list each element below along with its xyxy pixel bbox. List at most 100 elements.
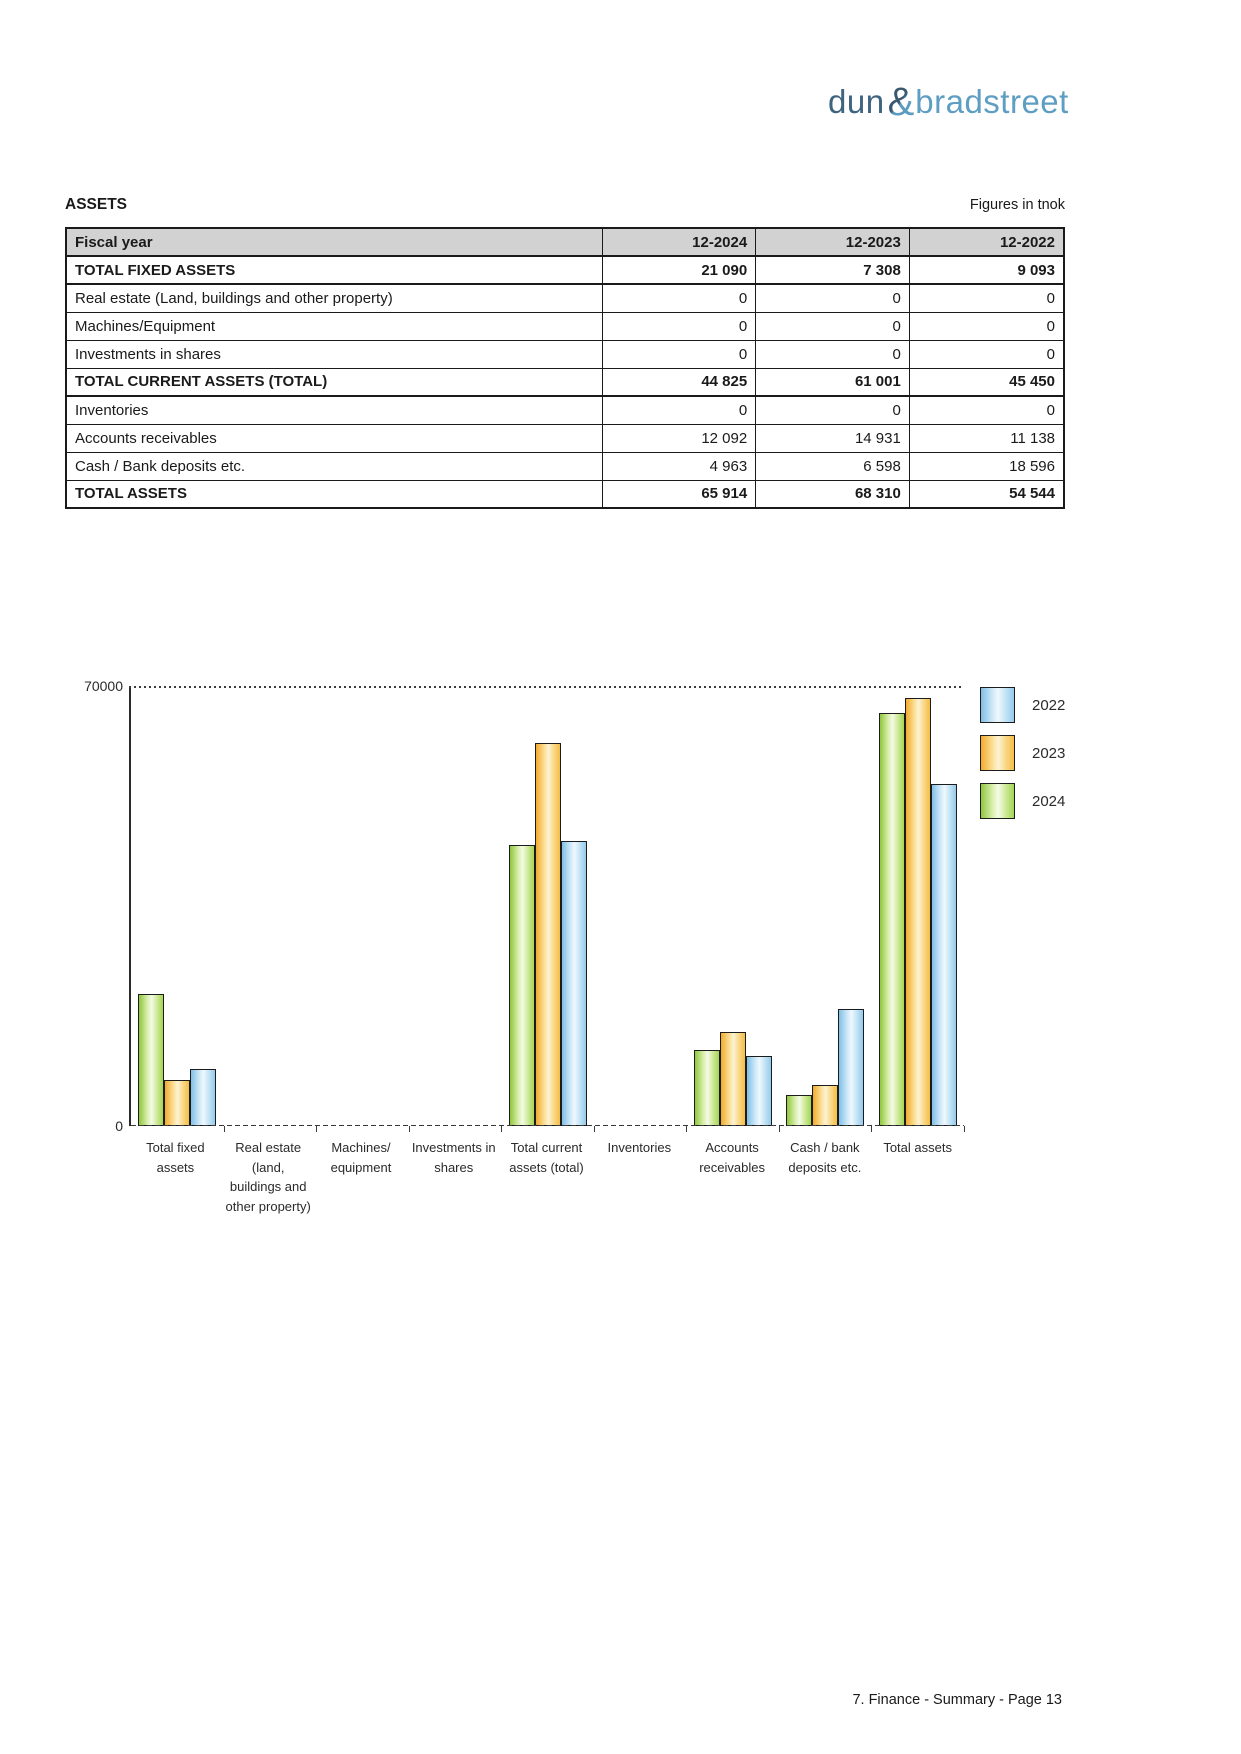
legend-swatch-2022 xyxy=(980,687,1015,723)
value-cell: 68 310 xyxy=(755,479,910,509)
bar-group xyxy=(872,687,965,1126)
assets-bar-chart-plot: 70000 0 xyxy=(84,678,965,1134)
table-row: TOTAL FIXED ASSETS 21 090 7 308 9 093 xyxy=(65,255,1065,285)
bar-2022 xyxy=(838,1009,865,1126)
table-row: TOTAL ASSETS 65 914 68 310 54 544 xyxy=(65,479,1065,509)
category-label-line: Inventories xyxy=(607,1140,672,1155)
bar-2024 xyxy=(138,993,165,1126)
bar-2024 xyxy=(878,712,905,1126)
value-cell: 0 xyxy=(908,283,1065,313)
value-cell: 61 001 xyxy=(755,367,910,397)
category-label-line: assets (total) xyxy=(509,1159,584,1175)
value-cell: 21 090 xyxy=(601,255,757,285)
legend-swatch-2023 xyxy=(980,735,1015,771)
bar-2023 xyxy=(164,1080,191,1126)
table-row: Accounts receivables 12 092 14 931 11 138 xyxy=(65,423,1065,453)
axis-tick xyxy=(501,1126,503,1132)
legend-item: 2023 xyxy=(980,735,1065,771)
category-label-line: Accounts xyxy=(705,1140,759,1155)
column-header-label: Fiscal year xyxy=(65,227,603,257)
dun-and-bradstreet-logo: dun & bradstreet xyxy=(828,78,1069,122)
table-row: Cash / Bank deposits etc. 4 963 6 598 18 59… xyxy=(65,451,1065,481)
table-row: Machines/Equipment 0 0 0 xyxy=(65,311,1065,341)
category-label-line: (land, xyxy=(251,1159,285,1175)
value-cell: 0 xyxy=(601,339,757,369)
legend-label: 2022 xyxy=(1032,696,1066,714)
row-label-cell: Investments in shares xyxy=(65,339,603,369)
table-row: Inventories 0 0 0 xyxy=(65,395,1065,425)
bar-2024 xyxy=(786,1094,813,1126)
category-label: Total current assets (total) xyxy=(500,1138,593,1216)
section-header: ASSETS Figures in tnok xyxy=(65,196,1065,214)
value-cell: 14 931 xyxy=(755,423,910,453)
assets-table: Fiscal year 12-2024 12-2023 12-2022 TOTAL F… xyxy=(65,227,1065,509)
section-title: ASSETS xyxy=(65,196,128,213)
row-label-cell: Real estate (Land, buildings and other p… xyxy=(65,283,603,313)
row-label-cell: Accounts receivables xyxy=(65,423,603,453)
bar-group xyxy=(316,687,409,1126)
category-label: Machines/equipment xyxy=(315,1138,408,1216)
category-label: Real estate (land, buildings and other prop… xyxy=(222,1138,315,1216)
axis-tick xyxy=(223,1126,225,1132)
axis-tick xyxy=(686,1126,688,1132)
category-label-line: Total assets xyxy=(883,1140,952,1155)
axis-tick xyxy=(316,1126,318,1132)
bar-group xyxy=(409,687,502,1126)
row-label-cell: Cash / Bank deposits etc. xyxy=(65,451,603,481)
row-label-cell: Machines/Equipment xyxy=(65,311,603,341)
row-label-cell: TOTAL CURRENT ASSETS (TOTAL) xyxy=(65,367,603,397)
category-label-line: shares xyxy=(434,1159,474,1175)
axis-tick xyxy=(964,1126,965,1132)
axis-tick xyxy=(778,1126,780,1132)
category-label: Cash / bank deposits etc. xyxy=(778,1138,871,1216)
category-axis-labels: Total fixed assets Real estate (land, buildi… xyxy=(129,1138,964,1216)
legend-swatch-2024 xyxy=(980,783,1015,819)
column-header-year: 12-2023 xyxy=(755,227,910,257)
figures-unit-note: Figures in tnok xyxy=(969,197,1065,213)
assets-table-head: Fiscal year 12-2024 12-2023 12-2022 xyxy=(65,227,1065,257)
category-label-line: Total fixed xyxy=(146,1140,205,1155)
value-cell: 65 914 xyxy=(601,479,757,509)
value-cell: 0 xyxy=(755,339,910,369)
category-label: Total assets xyxy=(871,1138,964,1216)
value-cell: 0 xyxy=(755,311,910,341)
category-label-line: buildings and xyxy=(229,1179,307,1194)
value-cell: 6 598 xyxy=(755,451,910,481)
row-label-cell: Inventories xyxy=(65,395,603,425)
axis-tick xyxy=(408,1126,410,1132)
value-cell: 0 xyxy=(755,283,910,313)
value-cell: 11 138 xyxy=(908,423,1065,453)
category-label-line: other property) xyxy=(225,1198,311,1214)
value-cell: 54 544 xyxy=(908,479,1065,509)
y-axis-max-label: 70000 xyxy=(84,678,123,694)
legend-label: 2024 xyxy=(1032,792,1066,810)
table-row: Real estate (Land, buildings and other p… xyxy=(65,283,1065,313)
category-label: Accounts receivables xyxy=(686,1138,779,1216)
chart-baseline xyxy=(131,1125,964,1126)
column-header-year: 12-2022 xyxy=(908,227,1065,257)
assets-table-body: TOTAL FIXED ASSETS 21 090 7 308 9 093 Real e… xyxy=(65,255,1065,509)
bar-group xyxy=(131,687,224,1126)
column-header-year: 12-2024 xyxy=(601,227,757,257)
bar-2023 xyxy=(534,743,561,1126)
axis-tick xyxy=(593,1126,595,1132)
logo-text-dun: dun xyxy=(828,83,885,120)
category-label-line: Real estate xyxy=(235,1140,302,1155)
bar-2022 xyxy=(930,783,957,1126)
bar-2022 xyxy=(560,840,587,1126)
value-cell: 0 xyxy=(908,395,1065,425)
bar-2023 xyxy=(812,1084,839,1126)
bar-group xyxy=(686,687,779,1126)
bar-2024 xyxy=(693,1050,720,1126)
ampersand-icon: & xyxy=(887,80,915,124)
value-cell: 0 xyxy=(908,311,1065,341)
y-axis-zero-label: 0 xyxy=(115,1118,123,1134)
value-cell: 0 xyxy=(601,283,757,313)
logo-text-bradstreet: bradstreet xyxy=(915,83,1069,120)
table-header-row: Fiscal year 12-2024 12-2023 12-2022 xyxy=(65,227,1065,257)
value-cell: 44 825 xyxy=(601,367,757,397)
value-cell: 0 xyxy=(601,311,757,341)
bar-2023 xyxy=(719,1032,746,1126)
legend-item: 2022 xyxy=(980,687,1065,723)
